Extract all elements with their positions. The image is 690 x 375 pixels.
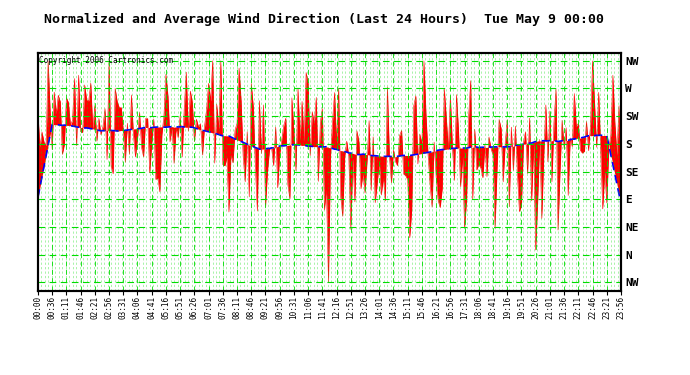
Text: Copyright 2006 Cartronics.com: Copyright 2006 Cartronics.com bbox=[39, 56, 173, 65]
Text: Normalized and Average Wind Direction (Last 24 Hours)  Tue May 9 00:00: Normalized and Average Wind Direction (L… bbox=[44, 13, 604, 26]
